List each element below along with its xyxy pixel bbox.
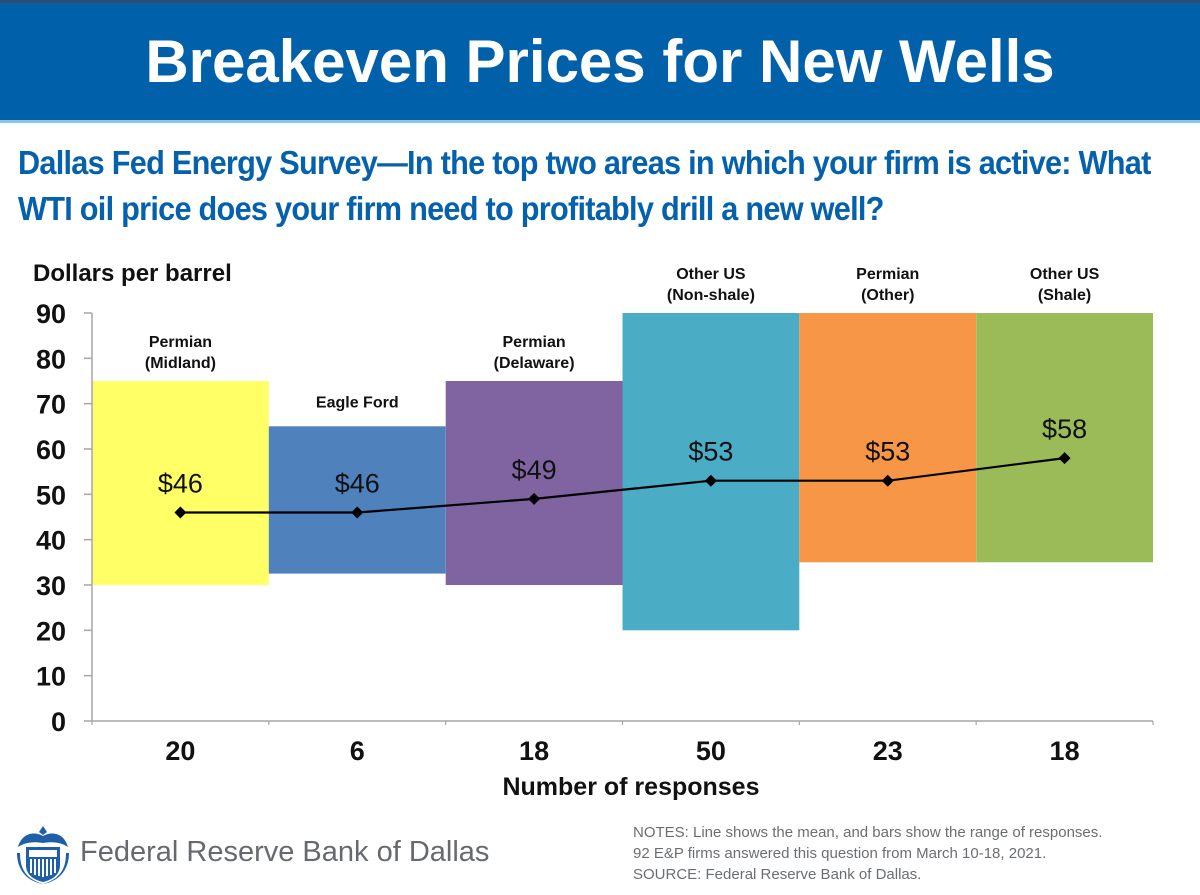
x-tick-label: 18 [519, 736, 549, 766]
y-axis-title: Dollars per barrel [33, 260, 232, 287]
category-label-line-1: Other US [1030, 266, 1100, 283]
notes-line-2: 92 E&P firms answered this question from… [633, 845, 1047, 862]
subtitle-line-1: Dallas Fed Energy Survey—In the top two … [18, 144, 1151, 181]
page-title: Breakeven Prices for New Wells [145, 28, 1055, 95]
mean-data-label: $49 [512, 455, 557, 485]
mean-line: $46 $46 $49 $53 $53 $58 [158, 414, 1087, 519]
mean-line-path [180, 457, 1065, 514]
mean-data-label: $46 [335, 468, 380, 498]
range-bar [268, 426, 446, 574]
mean-marker [1058, 452, 1071, 465]
notes-line-1: NOTES: Line shows the mean, and bars sho… [633, 824, 1103, 841]
y-tick-label: 90 [36, 299, 66, 329]
mean-marker [704, 474, 717, 487]
mean-marker [174, 506, 187, 519]
category-label-line-1: Permian [503, 334, 566, 351]
organization-name: Federal Reserve Bank of Dallas [80, 836, 490, 868]
y-tick-label: 20 [36, 616, 66, 646]
y-tick-label: 80 [36, 344, 66, 374]
x-tick-label: 20 [165, 736, 195, 766]
top-border [0, 0, 1200, 3]
axes: 0 10 20 30 40 50 60 70 80 90 20 6 18 50 23 18 [36, 299, 1154, 766]
mean-data-label: $53 [688, 437, 733, 467]
category-labels: Permian (Midland) Eagle Ford Permian (Delawa… [145, 266, 1100, 411]
mean-data-label: $53 [865, 437, 910, 467]
category-label-line-2: (Other) [861, 287, 914, 304]
category-label-line-1: Other US [676, 266, 746, 283]
x-axis-title: Number of responses [502, 773, 759, 801]
category-label-line-1: Permian [149, 334, 212, 351]
mean-data-label: $46 [158, 468, 203, 498]
banner-divider [0, 120, 1200, 123]
chart-notes: NOTES: Line shows the mean, and bars sho… [633, 822, 1102, 885]
category-label-line-2: (Delaware) [494, 355, 575, 372]
chart-subtitle: Dallas Fed Energy Survey—In the top two … [18, 140, 1198, 232]
mean-data-label: $58 [1042, 414, 1087, 444]
title-banner: Breakeven Prices for New Wells [0, 3, 1200, 120]
x-tick-label: 6 [350, 736, 365, 766]
x-tick-label: 18 [1050, 736, 1080, 766]
range-bars [92, 313, 1153, 631]
y-tick-label: 10 [36, 662, 66, 692]
mean-marker [528, 492, 541, 505]
federal-reserve-eagle-seal-icon [17, 826, 69, 884]
category-label-line-2: (Shale) [1038, 287, 1091, 304]
mean-marker [881, 474, 894, 487]
x-tick-label: 50 [696, 736, 726, 766]
range-bar [622, 313, 800, 631]
y-tick-label: 0 [51, 707, 66, 737]
category-label-line-2: (Non-shale) [667, 287, 755, 304]
x-tick-label: 23 [873, 736, 903, 766]
category-label: Eagle Ford [316, 394, 399, 411]
range-bar [445, 381, 623, 585]
range-bar [799, 313, 977, 563]
y-tick-label: 60 [36, 435, 66, 465]
range-bar [92, 381, 269, 585]
category-label-line-1: Permian [856, 266, 919, 283]
notes-line-3: SOURCE: Federal Reserve Bank of Dallas. [633, 866, 922, 883]
y-tick-label: 30 [36, 571, 66, 601]
subtitle-line-2: WTI oil price does your firm need to pro… [18, 190, 884, 227]
y-tick-label: 40 [36, 526, 66, 556]
mean-marker [351, 506, 364, 519]
y-tick-label: 50 [36, 480, 66, 510]
category-label-line-2: (Midland) [145, 355, 216, 372]
range-bar [976, 313, 1153, 563]
y-tick-label: 70 [36, 390, 66, 420]
